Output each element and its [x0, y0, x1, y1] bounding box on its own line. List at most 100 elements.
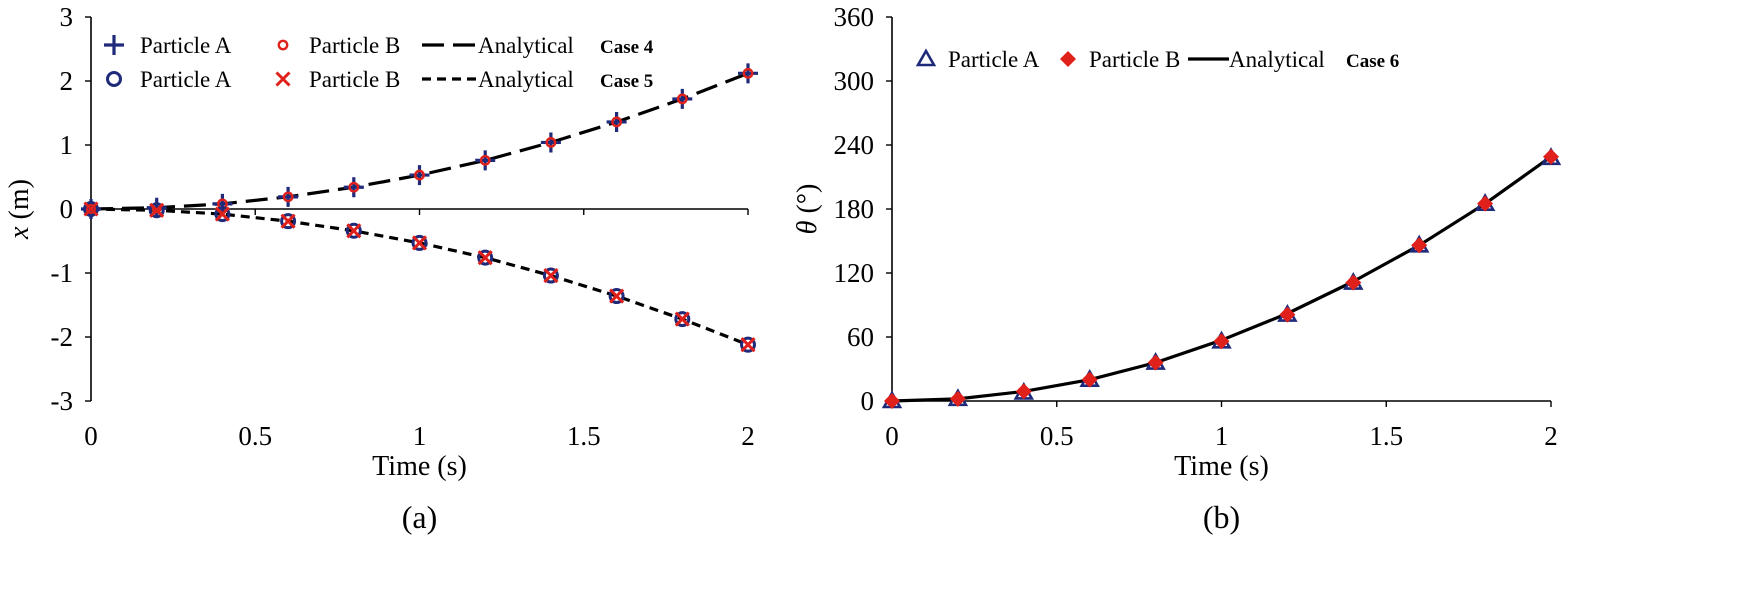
data-point: [411, 234, 428, 251]
data-point: [280, 213, 296, 229]
data-point: [1147, 354, 1164, 371]
y-tick-label: 60: [847, 322, 874, 352]
data-point: [148, 202, 165, 219]
analytical-line: [891, 155, 1552, 403]
y-tick-label: 180: [834, 194, 875, 224]
data-point: [343, 177, 364, 198]
panel-label: (b): [1203, 499, 1240, 535]
analytical-line: [90, 207, 749, 347]
legend-label: Particle A: [140, 67, 232, 92]
data-point: [346, 223, 362, 239]
y-tick-label: 360: [834, 2, 875, 32]
data-point: [1081, 371, 1098, 388]
y-axis-unit: (m): [4, 179, 35, 226]
legend-marker: [104, 35, 124, 55]
data-point: [214, 206, 231, 223]
panel-a: -3 -2 -1 0 1 2 3 0 0.5 1 1.5 2 Time (s) x (m) (a) Parti…: [4, 2, 758, 535]
x-axis-label: Time (s): [372, 451, 467, 482]
data-point: [1345, 274, 1362, 291]
data-point: [740, 337, 756, 353]
data-point: [282, 191, 294, 203]
data-point: [475, 150, 496, 171]
legend-label: Particle A: [140, 33, 232, 58]
y-tick-label: 2: [60, 66, 74, 96]
legend-marker: [106, 71, 122, 87]
case-label: Case 4: [600, 37, 654, 58]
data-point: [1015, 383, 1032, 400]
data-point: [85, 203, 97, 215]
y-tick-label: 0: [861, 386, 875, 416]
data-point: [1279, 306, 1296, 323]
x-tick-label: 2: [1544, 421, 1558, 451]
y-tick-label: 1: [60, 130, 74, 160]
y-tick-label: -1: [51, 258, 74, 288]
data-point: [742, 67, 754, 79]
data-point: [278, 186, 299, 207]
data-point: [609, 288, 625, 304]
data-point: [738, 63, 758, 84]
data-point: [149, 202, 165, 218]
data-point: [214, 206, 230, 222]
data-point: [414, 169, 425, 181]
data-point: [608, 288, 625, 305]
legend-label: Particle B: [1089, 47, 1180, 72]
data-point: [477, 250, 493, 266]
data-point: [409, 165, 430, 186]
y-tick-label: 120: [834, 258, 875, 288]
data-point: [949, 390, 966, 407]
x-tick-label: 0.5: [238, 421, 272, 451]
legend-marker: [1060, 51, 1076, 67]
legend-label: Particle B: [309, 33, 400, 58]
y-axis-variable: θ: [792, 220, 823, 234]
data-point: [348, 181, 360, 193]
data-point: [674, 311, 691, 328]
analytical-line: [90, 71, 749, 211]
y-axis-variable: x: [4, 226, 35, 240]
y-tick-label: -2: [51, 322, 74, 352]
data-point: [672, 88, 693, 109]
x-tick-label: 1: [413, 421, 427, 451]
data-point: [540, 132, 561, 153]
panel-label: (a): [402, 499, 438, 535]
case-label: Case 6: [1346, 51, 1399, 72]
y-tick-label: -3: [51, 386, 74, 416]
legend-label: Particle B: [309, 67, 400, 92]
legend-label: Analytical: [478, 33, 574, 58]
data-point: [1477, 195, 1494, 212]
y-tick-label: 240: [834, 130, 875, 160]
legend-marker: [275, 71, 291, 87]
x-tick-label: 2: [741, 421, 755, 451]
data-point: [543, 267, 559, 284]
data-point: [280, 213, 297, 230]
data-point: [674, 311, 690, 327]
x-tick-label: 0: [84, 421, 98, 451]
data-point: [1213, 333, 1230, 350]
data-point: [479, 154, 491, 166]
data-point: [345, 222, 362, 239]
legend-label: Analytical: [478, 67, 574, 92]
x-tick-label: 0: [885, 421, 899, 451]
data-point: [83, 201, 99, 217]
data-point: [83, 201, 99, 217]
panel-b: 0 60 120 180 240 300 360 0 0.5 1 1.5 2 Time (s) θ (°)…: [792, 2, 1562, 535]
data-point: [611, 116, 622, 128]
data-point: [606, 111, 627, 132]
x-tick-label: 0.5: [1040, 421, 1074, 451]
y-axis-unit: (°): [792, 184, 823, 221]
y-tick-label: 0: [60, 194, 74, 224]
y-axis-label: x (m): [4, 179, 35, 240]
legend-label: Particle A: [948, 47, 1040, 72]
case-label: Case 5: [600, 71, 653, 92]
y-tick-label: 3: [60, 2, 74, 32]
legend-label: Analytical: [1229, 47, 1325, 72]
data-point: [676, 93, 688, 105]
data-point: [477, 249, 494, 266]
legend-marker: [915, 48, 937, 67]
data-point: [545, 137, 557, 148]
y-axis-label: θ (°): [792, 184, 823, 235]
y-tick-label: 300: [834, 66, 875, 96]
data-point: [884, 393, 900, 409]
x-tick-label: 1.5: [567, 421, 601, 451]
x-tick-label: 1.5: [1369, 421, 1403, 451]
